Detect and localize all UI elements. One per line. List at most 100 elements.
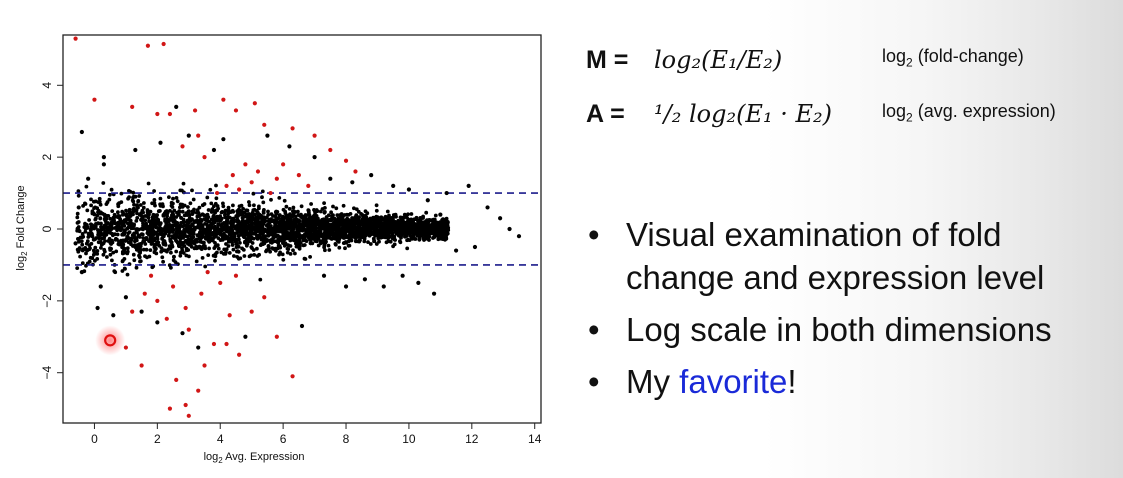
cloud-point xyxy=(254,215,259,220)
significant-gene-point xyxy=(161,41,166,47)
cloud-point xyxy=(180,224,185,229)
cloud-point xyxy=(365,223,370,228)
cloud-point xyxy=(379,224,383,228)
cloud-point xyxy=(244,239,248,244)
cloud-point xyxy=(140,232,145,237)
cloud-point xyxy=(304,219,308,224)
cloud-point xyxy=(329,210,333,215)
cloud-point xyxy=(153,243,157,248)
cloud-point xyxy=(202,213,206,218)
cloud-point xyxy=(426,220,431,225)
cloud-point xyxy=(248,233,253,237)
significant-gene-point xyxy=(262,122,267,127)
cloud-point xyxy=(106,214,111,218)
y-tick-label: 0 xyxy=(40,225,54,232)
cloud-point xyxy=(383,226,387,230)
cloud-point xyxy=(220,210,225,214)
significant-gene-point xyxy=(214,190,220,196)
cloud-point xyxy=(75,215,80,220)
cloud-point xyxy=(167,263,172,268)
bullet-item: • Log scale in both dimensions xyxy=(588,309,1106,352)
cloud-point xyxy=(445,223,450,228)
cloud-point xyxy=(141,247,146,252)
cloud-point xyxy=(175,231,180,236)
gene-point xyxy=(381,284,386,289)
cloud-point xyxy=(195,214,200,219)
significant-gene-point xyxy=(92,97,97,102)
cloud-point xyxy=(215,243,220,248)
cloud-point xyxy=(127,207,132,212)
gene-point xyxy=(425,198,430,203)
cloud-point xyxy=(328,230,333,235)
significant-gene-point xyxy=(186,327,191,332)
cloud-point xyxy=(190,217,194,222)
cloud-point xyxy=(400,218,405,223)
cloud-point xyxy=(254,221,259,226)
cloud-point xyxy=(422,229,427,234)
cloud-point xyxy=(247,254,252,259)
cloud-point xyxy=(309,202,313,206)
cloud-point xyxy=(214,208,218,213)
cloud-point xyxy=(185,240,189,245)
cloud-point xyxy=(89,203,93,208)
cloud-point xyxy=(161,259,166,264)
cloud-point xyxy=(322,201,326,206)
equation-a: A = ¹/₂ log₂(E₁ · E₂) xyxy=(586,94,832,134)
cloud-point xyxy=(258,230,263,235)
cloud-point xyxy=(203,222,207,226)
cloud-point xyxy=(213,228,218,233)
cloud-point xyxy=(220,225,225,230)
y-tick-label: 4 xyxy=(40,82,54,89)
cloud-point xyxy=(366,240,370,245)
cloud-point xyxy=(294,230,299,235)
cloud-point xyxy=(260,195,264,200)
cloud-point xyxy=(76,193,81,198)
cloud-point xyxy=(132,233,137,238)
gene-point xyxy=(416,280,421,285)
cloud-point xyxy=(242,214,247,219)
cloud-point xyxy=(223,215,228,220)
cloud-point xyxy=(249,236,254,241)
significant-gene-point xyxy=(170,284,176,289)
cloud-point xyxy=(127,230,132,235)
cloud-point xyxy=(255,237,260,241)
significant-gene-point xyxy=(221,97,226,102)
cloud-point xyxy=(323,210,327,214)
cloud-point xyxy=(240,225,244,230)
cloud-point xyxy=(151,232,156,237)
cloud-point xyxy=(138,259,142,264)
significant-gene-point xyxy=(130,104,135,109)
significant-gene-point xyxy=(328,147,333,153)
cloud-point xyxy=(270,246,275,251)
cloud-point xyxy=(178,205,182,210)
cloud-point xyxy=(338,230,342,235)
cloud-point xyxy=(238,241,242,245)
cloud-point xyxy=(222,231,226,236)
x-tick-label: 8 xyxy=(343,432,350,446)
x-tick-label: 0 xyxy=(91,432,98,446)
cloud-point xyxy=(385,209,390,214)
cloud-point xyxy=(214,215,219,220)
cloud-point xyxy=(182,213,187,218)
equation-m-formula: log₂(E₁/E₂) xyxy=(654,46,783,74)
cloud-point xyxy=(242,235,247,239)
gene-point xyxy=(101,162,106,167)
cloud-point xyxy=(257,206,261,211)
cloud-point xyxy=(219,228,224,233)
cloud-point xyxy=(326,243,331,248)
cloud-point xyxy=(342,241,347,245)
cloud-point xyxy=(252,203,256,208)
cloud-point xyxy=(179,216,184,220)
cloud-point xyxy=(145,208,150,212)
significant-gene-point xyxy=(167,406,173,411)
cloud-point xyxy=(93,224,98,228)
cloud-point xyxy=(107,197,112,202)
cloud-point xyxy=(251,191,256,196)
cloud-point xyxy=(364,219,369,224)
cloud-point xyxy=(103,229,107,234)
cloud-point xyxy=(394,228,398,233)
cloud-point xyxy=(351,222,356,227)
cloud-point xyxy=(154,246,158,251)
cloud-point xyxy=(360,231,365,236)
cloud-point xyxy=(264,249,268,254)
